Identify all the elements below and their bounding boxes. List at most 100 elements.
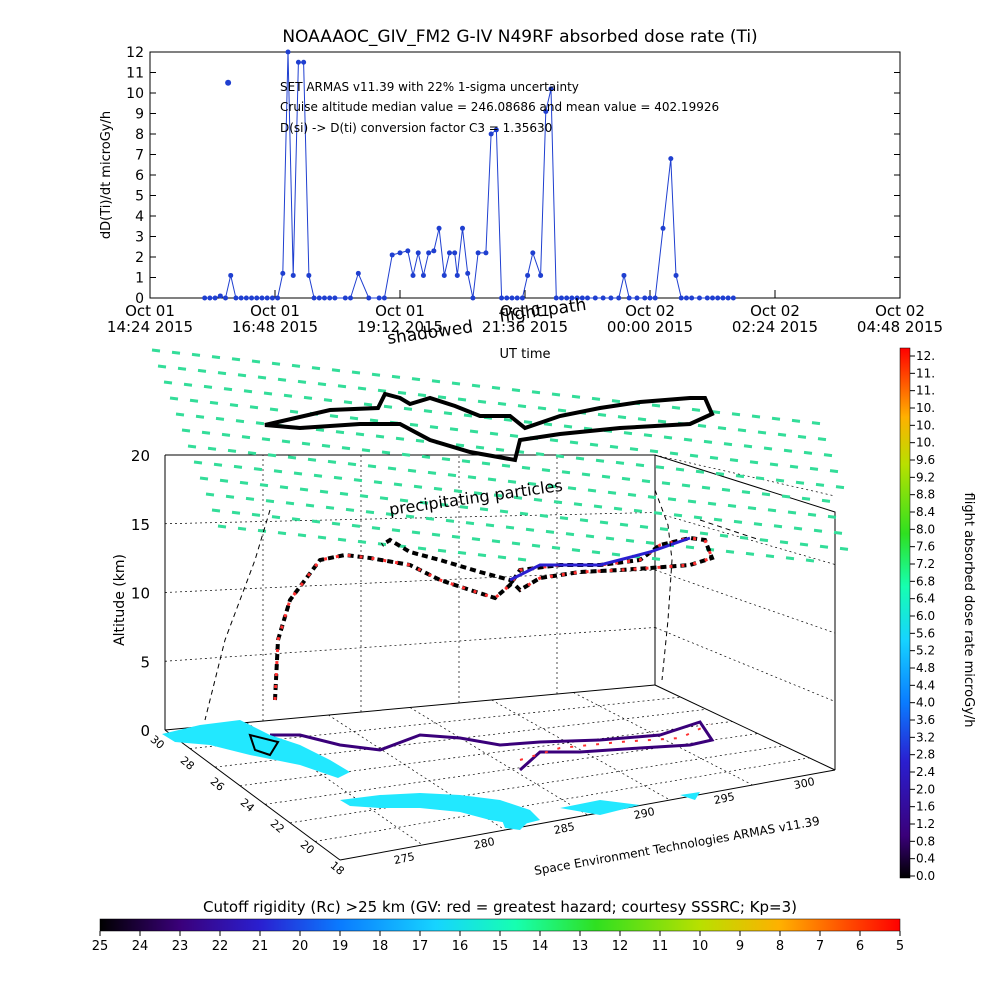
altitude-tick-label: 5 <box>140 653 150 671</box>
precip-dash <box>381 450 391 455</box>
x-tick-label-time: 19:12 2015 <box>357 318 443 336</box>
precip-dash <box>691 407 701 412</box>
colorbar-right-tick-label: 2.0 <box>916 782 935 796</box>
colorbar-right-tick-label: 0.8 <box>916 834 935 848</box>
precip-dash <box>349 416 359 421</box>
precip-dash <box>463 413 473 418</box>
precip-dash <box>715 471 725 476</box>
colorbar-right-tick-label: 0.4 <box>916 852 935 866</box>
precip-dash <box>817 437 827 442</box>
annotation-line-1: SET ARMAS v11.39 with 22% 1-sigma uncert… <box>280 80 579 94</box>
colorbar-right-tick-label: 11. <box>916 384 935 398</box>
precip-dash <box>177 366 187 371</box>
precip-dash <box>571 394 581 399</box>
colorbar-right-tick-label: 8.8 <box>916 488 935 502</box>
precip-dash <box>491 539 501 544</box>
rigidity-colorbar: Cutoff rigidity (Rc) >25 km (GV: red = g… <box>92 898 904 954</box>
dose-rate-colorbar: 12. 11. 11. 10. 10. 10. 9.6 9.2 8.8 8.4 8.0 7.6 7.2 6… <box>899 347 976 883</box>
precip-dash <box>451 534 461 539</box>
precip-dash <box>247 451 257 456</box>
precip-dash <box>371 372 381 377</box>
precip-dash <box>679 529 689 534</box>
precip-dash <box>501 463 511 468</box>
precip-dash <box>655 465 665 470</box>
colorbar-right-ticks: 12. 11. 11. 10. 10. 10. 9.6 9.2 8.8 8.4 8.0 7.6 7.2 6… <box>910 349 935 883</box>
longitude-tick-label: 275 <box>393 850 416 867</box>
ground-projection <box>270 720 715 772</box>
precip-dash <box>399 498 409 503</box>
precip-dash <box>437 395 447 400</box>
precip-dash <box>359 494 369 499</box>
precip-dash <box>181 428 191 433</box>
precip-dash <box>195 414 205 419</box>
precip-dash <box>635 463 645 468</box>
y-tick-label: 0 <box>135 291 144 307</box>
data-point <box>725 295 731 301</box>
y-tick-label: 4 <box>135 209 144 225</box>
precip-dash <box>211 508 221 513</box>
top-y-axis-label: dD(Ti)/dt microGy/h <box>99 111 114 239</box>
data-point <box>264 295 270 301</box>
precip-dash <box>611 552 621 557</box>
island-landmass <box>560 800 640 815</box>
precip-dash <box>199 476 209 481</box>
precip-dash <box>517 557 527 562</box>
precip-dash <box>663 435 673 440</box>
precip-dash <box>443 411 453 416</box>
data-point <box>558 295 564 301</box>
precip-dash <box>263 391 273 396</box>
data-point <box>634 295 640 301</box>
data-point <box>715 295 721 301</box>
precip-dash <box>531 390 541 395</box>
precip-dash <box>513 495 523 500</box>
colorbar-bottom-tick-label: 8 <box>776 939 784 954</box>
precip-dash <box>465 521 475 526</box>
data-point <box>311 295 317 301</box>
precip-dash <box>305 503 315 508</box>
precip-dash <box>187 444 197 449</box>
precip-dash <box>425 516 435 521</box>
precip-dash <box>163 380 173 385</box>
data-point <box>538 272 544 278</box>
colorbar-bottom-tick-label: 15 <box>492 939 509 954</box>
colorbar-right-tick-label: 4.4 <box>916 678 935 692</box>
precip-dash <box>437 548 447 553</box>
precip-dash <box>579 518 589 523</box>
data-point <box>446 250 452 256</box>
precip-dash <box>237 526 247 531</box>
colorbar-right-tick-label: 6.0 <box>916 609 935 623</box>
precip-dash <box>649 449 659 454</box>
precip-dash <box>727 503 737 508</box>
precip-dash <box>601 474 611 479</box>
data-point <box>426 250 432 256</box>
precip-dash <box>555 454 565 459</box>
precip-dash <box>341 446 351 451</box>
precip-dash <box>409 422 419 427</box>
data-point <box>668 156 674 162</box>
small-island-landmass <box>500 815 530 830</box>
precip-dash <box>499 509 509 514</box>
colorbar-right-tick-label: 9.6 <box>916 453 935 467</box>
precip-dash <box>261 437 271 442</box>
data-point <box>454 272 460 278</box>
precip-dash <box>763 446 773 451</box>
precip-dash <box>833 530 843 535</box>
precip-dash <box>509 433 519 438</box>
data-point <box>381 295 387 301</box>
precip-dash <box>739 535 749 540</box>
precip-dash <box>789 464 799 469</box>
precip-dash <box>741 490 751 495</box>
precip-dash <box>223 387 233 392</box>
colorbar-bottom-tick-label: 7 <box>816 939 824 954</box>
altitude-tick-label: 10 <box>131 585 150 603</box>
precipitating-particles-layer <box>151 348 849 563</box>
colorbar-right-tick-label: 3.6 <box>916 713 935 727</box>
precip-dash <box>277 531 287 536</box>
precip-dash <box>335 430 345 435</box>
data-point <box>217 293 223 299</box>
precip-dash <box>175 412 185 417</box>
precip-dash <box>681 483 691 488</box>
data-point <box>608 295 614 301</box>
precip-dash <box>313 473 323 478</box>
